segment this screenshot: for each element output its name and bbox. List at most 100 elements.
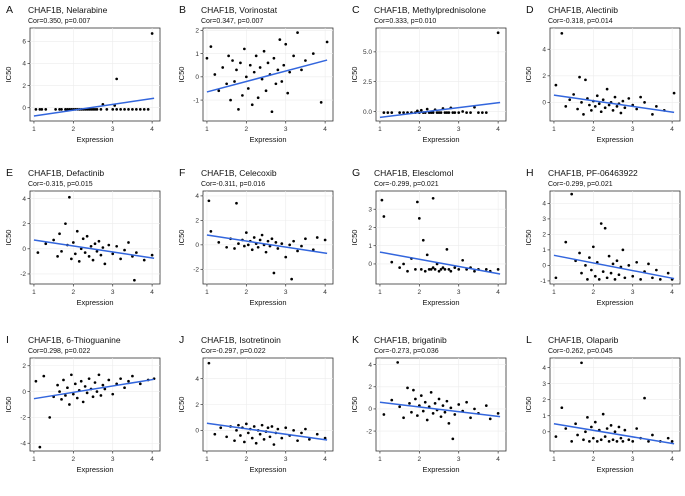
x-tick-label: 4 bbox=[323, 126, 327, 133]
data-point bbox=[419, 268, 423, 271]
panel-letter: D bbox=[526, 4, 534, 16]
data-point bbox=[101, 246, 105, 249]
data-point bbox=[425, 253, 429, 257]
data-point bbox=[95, 249, 99, 253]
data-point bbox=[658, 278, 662, 281]
data-point bbox=[284, 255, 288, 259]
data-point bbox=[239, 61, 242, 65]
data-point bbox=[292, 239, 295, 243]
panel-letter: F bbox=[179, 167, 185, 179]
data-point bbox=[266, 426, 270, 430]
data-point bbox=[419, 108, 423, 112]
x-tick-label: 1 bbox=[205, 126, 209, 133]
x-axis-label: Expression bbox=[422, 465, 459, 474]
data-point bbox=[578, 251, 581, 255]
data-point bbox=[241, 94, 244, 97]
data-point bbox=[473, 269, 476, 273]
data-point bbox=[639, 95, 642, 99]
data-point bbox=[590, 425, 593, 429]
data-point bbox=[611, 438, 615, 442]
data-point bbox=[588, 440, 591, 443]
y-tick-label: 0 bbox=[22, 389, 26, 396]
data-point bbox=[135, 251, 138, 254]
x-tick-label: 1 bbox=[378, 289, 382, 296]
data-point bbox=[296, 249, 299, 253]
x-axis-label: Expression bbox=[249, 465, 286, 474]
data-point bbox=[217, 241, 221, 244]
data-point bbox=[270, 110, 274, 114]
y-tick-label: 2 bbox=[22, 363, 26, 370]
data-point bbox=[603, 435, 607, 438]
panel-i: I CHAF1B, 6-Thioguanine Cor=0.298, p=0.022… bbox=[4, 334, 161, 474]
data-point bbox=[142, 258, 146, 262]
x-tick-label: 4 bbox=[496, 126, 500, 133]
data-point bbox=[81, 237, 85, 241]
data-point bbox=[613, 430, 617, 434]
panel-a: A CHAF1B, Nelarabine Cor=0.350, p=0.007 1 2 3… bbox=[4, 4, 161, 144]
y-tick-label: 4 bbox=[195, 376, 199, 383]
x-axis-label: Expression bbox=[76, 298, 113, 307]
data-point bbox=[221, 66, 225, 69]
data-point bbox=[237, 423, 240, 427]
data-point bbox=[258, 432, 262, 436]
data-point bbox=[603, 226, 607, 230]
data-point bbox=[593, 105, 597, 108]
data-point bbox=[414, 268, 417, 271]
data-point bbox=[87, 377, 91, 381]
data-point bbox=[308, 438, 311, 441]
data-point bbox=[390, 111, 394, 115]
data-point bbox=[56, 383, 59, 387]
regression-line bbox=[379, 251, 501, 275]
x-tick-label: 3 bbox=[631, 126, 635, 133]
data-point bbox=[578, 75, 581, 79]
y-tick-label: 0 bbox=[368, 406, 372, 413]
data-point bbox=[235, 68, 238, 72]
data-point bbox=[284, 426, 288, 430]
data-point bbox=[580, 271, 583, 275]
panel-c: C CHAF1B, Methylprednisolone Cor=0.333, p=… bbox=[350, 4, 507, 144]
data-point bbox=[623, 276, 627, 280]
y-tick-label: 1 bbox=[542, 247, 546, 254]
data-point bbox=[71, 241, 75, 244]
data-point bbox=[445, 111, 449, 115]
data-point bbox=[639, 278, 642, 281]
data-point bbox=[225, 435, 228, 439]
data-point bbox=[38, 108, 42, 111]
data-point bbox=[95, 390, 99, 393]
data-point bbox=[631, 274, 635, 278]
panel-e: E CHAF1B, Defactinib Cor=-0.315, p=0.015 1 2… bbox=[4, 167, 161, 307]
data-point bbox=[615, 440, 619, 443]
data-point bbox=[441, 266, 445, 269]
data-point bbox=[262, 438, 266, 441]
data-point bbox=[453, 266, 457, 269]
regression-line bbox=[379, 401, 501, 418]
data-point bbox=[643, 396, 646, 400]
plot-frame bbox=[549, 27, 681, 122]
data-point bbox=[246, 243, 250, 247]
data-point bbox=[304, 427, 307, 431]
data-point bbox=[272, 443, 276, 446]
data-point bbox=[62, 378, 65, 382]
panel-letter: C bbox=[352, 4, 360, 16]
data-point bbox=[280, 436, 284, 440]
data-point bbox=[70, 257, 73, 261]
data-point bbox=[447, 421, 451, 425]
data-point bbox=[75, 396, 79, 400]
y-tick-label: 6 bbox=[22, 39, 26, 46]
panel-g: G CHAF1B, Elesclomol Cor=-0.299, p=0.021 1 2… bbox=[350, 167, 507, 307]
data-point bbox=[408, 402, 411, 405]
data-point bbox=[68, 403, 71, 406]
data-point bbox=[93, 381, 97, 384]
x-tick-label: 1 bbox=[378, 456, 382, 463]
regression-line bbox=[379, 101, 501, 119]
data-point bbox=[588, 103, 591, 107]
panel-stats: Cor=-0.299, p=0.021 bbox=[548, 181, 613, 188]
data-point bbox=[635, 107, 639, 111]
data-point bbox=[423, 269, 427, 273]
x-tick-label: 3 bbox=[111, 126, 115, 133]
data-point bbox=[439, 111, 443, 115]
x-tick-label: 4 bbox=[150, 289, 154, 296]
data-point bbox=[246, 431, 250, 435]
data-point bbox=[419, 394, 423, 397]
